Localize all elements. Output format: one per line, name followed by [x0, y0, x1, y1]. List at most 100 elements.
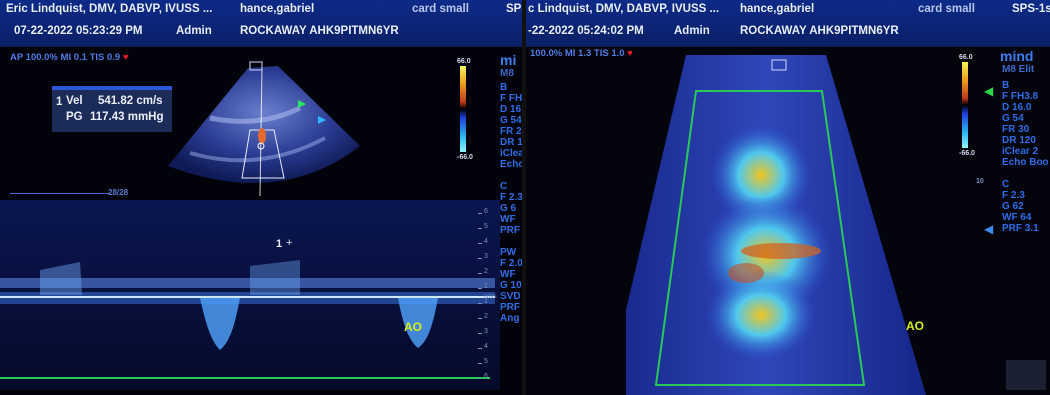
- pg-value: 117.43 mmHg: [90, 111, 164, 123]
- parameter-line: Echo Boo: [1002, 157, 1049, 168]
- parameter-line: PRF: [500, 225, 520, 236]
- exam-datetime: 07-22-2022 05:23:29 PM: [14, 25, 143, 37]
- scale-tick-label: 1: [484, 298, 488, 305]
- brand-logo: mi: [500, 52, 517, 68]
- heart-icon: ♥: [122, 52, 129, 63]
- patient-header: c Lindquist, DMV, DABVP, IVUSS ... hance…: [526, 0, 1050, 47]
- parameter-line: SVD: [500, 291, 521, 302]
- patient-name: hance,gabriel: [240, 3, 315, 15]
- scale-tick: [478, 288, 482, 289]
- parameter-line: WF 64: [1002, 212, 1032, 223]
- caliper-label: 1: [276, 238, 283, 250]
- scale-tick: [478, 258, 482, 259]
- scale-tick: [478, 243, 482, 244]
- brand-logo: mind: [1000, 48, 1034, 64]
- scale-tick: [478, 378, 482, 379]
- probe-name: SPS-1s: [1012, 3, 1050, 15]
- scale-tick-label: 6: [484, 373, 488, 380]
- depth-marker: 10: [976, 178, 984, 185]
- measurement-index: 1: [56, 96, 63, 108]
- parameter-line: iClea: [500, 148, 522, 159]
- parameter-line: F FH: [500, 93, 522, 104]
- parameter-line: [500, 236, 522, 247]
- parameter-line: G 10: [500, 280, 522, 291]
- parameter-line: DR 120: [1002, 135, 1036, 146]
- scale-tick-label: 1: [484, 283, 488, 290]
- parameter-line: PRF: [500, 302, 520, 313]
- parameter-line: FR 2: [500, 126, 522, 137]
- color-doppler-image: [626, 55, 926, 395]
- scale-tick-label: 2: [484, 268, 488, 275]
- parameter-line: F 2.3: [1002, 190, 1025, 201]
- color-scale-max: 66.0: [457, 58, 471, 65]
- parameter-line: PW: [500, 247, 517, 258]
- velocity-scale-unit: cm/s: [484, 294, 497, 300]
- parameter-line: DR 1: [500, 137, 522, 148]
- clinic-location: ROCKAWAY AHK9PITMN6YR: [740, 25, 899, 37]
- parameter-line: G 62: [1002, 201, 1024, 212]
- parameter-line: G 6: [500, 203, 517, 214]
- probe-name: SPS-: [506, 3, 522, 15]
- brand-model: M8 Elit: [1002, 64, 1035, 75]
- scale-tick: [478, 333, 482, 334]
- exam-datetime: -22-2022 05:24:02 PM: [528, 25, 644, 37]
- right-ultrasound-panel: c Lindquist, DMV, DABVP, IVUSS ... hance…: [526, 0, 1050, 395]
- panel-divider: [522, 0, 526, 395]
- operator: Admin: [176, 25, 212, 37]
- scale-tick: [478, 303, 482, 304]
- scale-tick-label: 2: [484, 313, 488, 320]
- parameter-line: F FH3.8: [1002, 91, 1039, 102]
- sweep-label: 28/28: [108, 188, 129, 197]
- sweep-line: [10, 193, 110, 194]
- color-scale-bar: [962, 62, 968, 148]
- parameter-line: Ang: [500, 313, 520, 324]
- patient-header: Eric Lindquist, DMV, DABVP, IVUSS ... ha…: [0, 0, 522, 47]
- parameter-line: G 54: [500, 115, 522, 126]
- probe-marker-icon: [249, 61, 263, 71]
- parameter-line: G 54: [1002, 113, 1024, 124]
- parameter-line: [500, 170, 522, 181]
- velocity-scale: 6 5 4 3 2 1 1 2 3 4 5 6: [478, 208, 498, 388]
- parameter-line: D 16: [500, 104, 522, 115]
- acoustic-status: 100.0% MI 1.3 TIS 1.0 ♥: [530, 48, 633, 59]
- color-scale-max: 66.0: [959, 54, 973, 61]
- parameter-line: Echo: [500, 159, 522, 170]
- parameter-line: [1002, 168, 1049, 179]
- scale-tick: [478, 213, 482, 214]
- scale-tick-label: 3: [484, 328, 488, 335]
- parameter-line: B: [1002, 80, 1010, 91]
- parameter-line: FR 30: [1002, 124, 1030, 135]
- bmode-sector-image: [168, 61, 360, 197]
- probe-marker-icon: [771, 59, 787, 71]
- scale-arrow-icon: ◀: [984, 222, 994, 236]
- left-ultrasound-panel: Eric Lindquist, DMV, DABVP, IVUSS ... ha…: [0, 0, 522, 395]
- parameter-line: iClear 2: [1002, 146, 1039, 157]
- parameter-line: F 2.3: [500, 192, 522, 203]
- scale-tick: [478, 363, 482, 364]
- parameter-line: B: [500, 82, 508, 93]
- patient-name: hance,gabriel: [740, 3, 815, 15]
- scale-tick: [478, 273, 482, 274]
- scale-tick-label: 4: [484, 343, 488, 350]
- doctor-name: Eric Lindquist, DMV, DABVP, IVUSS ...: [6, 3, 213, 15]
- operator: Admin: [674, 25, 710, 37]
- parameter-line: C: [500, 181, 508, 192]
- parameter-line: PRF 3.1: [1002, 223, 1039, 234]
- vel-value: 541.82 cm/s: [98, 95, 163, 107]
- parameter-line: WF: [500, 269, 516, 280]
- scale-tick-label: 5: [484, 358, 488, 365]
- aorta-label: AO: [906, 319, 924, 333]
- color-scale-min: -66.0: [457, 154, 473, 161]
- scale-tick: [478, 318, 482, 319]
- doctor-name: c Lindquist, DMV, DABVP, IVUSS ...: [528, 3, 720, 15]
- parameter-line: WF: [500, 214, 516, 225]
- scale-tick-label: 6: [484, 208, 488, 215]
- scale-tick-label: 3: [484, 253, 488, 260]
- clinic-location: ROCKAWAY AHK9PITMN6YR: [240, 25, 399, 37]
- brand-model: M8: [500, 68, 514, 79]
- vel-label: Vel: [66, 95, 83, 107]
- corner-reflection: [1006, 360, 1046, 390]
- color-scale-min: -66.0: [959, 150, 975, 157]
